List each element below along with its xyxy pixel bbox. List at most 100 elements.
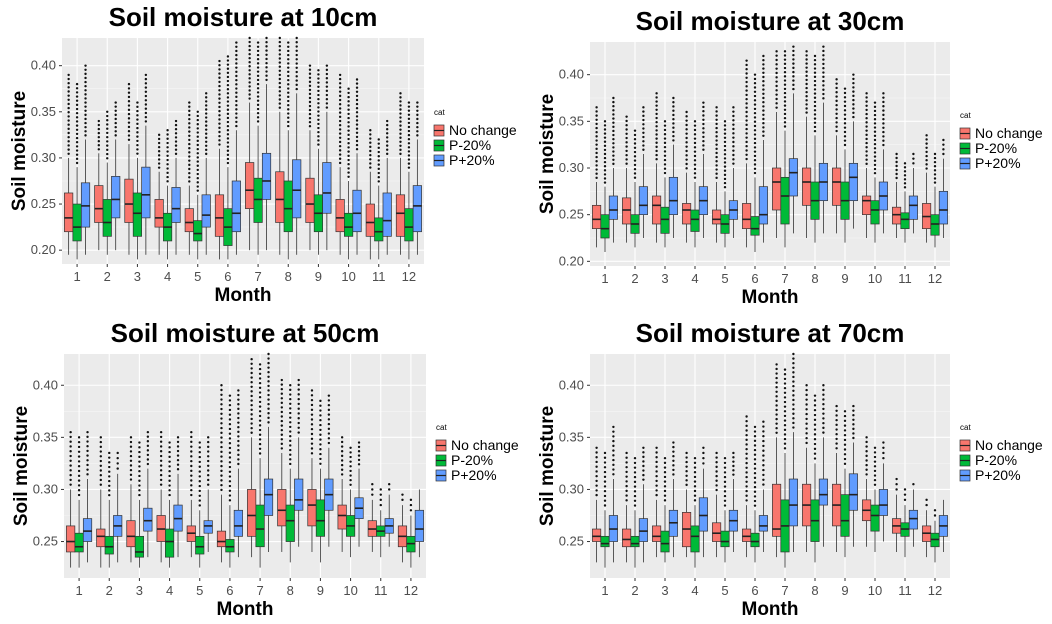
outlier-point bbox=[114, 105, 117, 108]
box-p-20--month-12 bbox=[414, 489, 424, 558]
box-p-20--month-5 bbox=[201, 92, 211, 255]
outlier-point bbox=[775, 367, 778, 371]
box-no-change-month-2 bbox=[622, 451, 632, 563]
box-no-change-month-12 bbox=[397, 493, 408, 563]
outlier-point bbox=[753, 490, 757, 493]
box-no-change-month-1 bbox=[592, 446, 602, 563]
outlier-point bbox=[942, 138, 945, 142]
box-p-20--month-9 bbox=[840, 410, 850, 558]
outlier-point bbox=[138, 479, 141, 482]
outlier-point bbox=[289, 448, 292, 452]
box-no-change-month-12 bbox=[395, 92, 406, 255]
outlier-point bbox=[745, 443, 748, 446]
outlier-point bbox=[685, 128, 688, 131]
outlier-point bbox=[633, 150, 637, 154]
outlier-point bbox=[188, 109, 191, 113]
outlier-point bbox=[732, 469, 735, 472]
outlier-point bbox=[196, 131, 199, 134]
outlier-point bbox=[347, 112, 350, 116]
outlier-point bbox=[206, 464, 210, 467]
outlier-point bbox=[852, 103, 855, 106]
legend-title: cat bbox=[960, 423, 971, 432]
outlier-point bbox=[226, 104, 230, 107]
outlier-point bbox=[835, 404, 838, 408]
outlier-point bbox=[843, 457, 847, 461]
x-tick-label: 10 bbox=[868, 583, 882, 598]
box-p-20--month-4 bbox=[690, 456, 700, 568]
outlier-point bbox=[166, 137, 169, 140]
outlier-point bbox=[672, 96, 675, 100]
y-axis-title: Soil moisture bbox=[9, 91, 30, 211]
outlier-point bbox=[319, 438, 322, 441]
outlier-point bbox=[852, 427, 855, 431]
outlier-point bbox=[655, 145, 658, 149]
outlier-point bbox=[407, 150, 411, 153]
outlier-point bbox=[745, 68, 748, 71]
outlier-point bbox=[865, 445, 868, 448]
x-tick-label: 1 bbox=[73, 269, 80, 284]
box-p-20--month-9 bbox=[315, 399, 325, 563]
outlier-point bbox=[188, 134, 191, 137]
box-p-20--month-3 bbox=[668, 441, 678, 558]
outlier-point bbox=[715, 164, 718, 167]
outlier-point bbox=[67, 131, 70, 135]
outlier-point bbox=[317, 106, 320, 109]
outlier-point bbox=[287, 120, 290, 124]
outlier-point bbox=[672, 450, 675, 453]
outlier-point bbox=[745, 466, 748, 469]
outlier-point bbox=[835, 91, 838, 94]
outlier-point bbox=[308, 92, 312, 96]
outlier-point bbox=[762, 439, 765, 443]
outlier-point bbox=[69, 459, 72, 462]
outlier-point bbox=[308, 72, 312, 75]
outlier-point bbox=[865, 121, 868, 124]
box-body bbox=[412, 185, 422, 233]
outlier-point bbox=[310, 394, 314, 397]
box-no-change-month-6 bbox=[216, 384, 227, 563]
outlier-point bbox=[136, 114, 139, 117]
outlier-point bbox=[753, 141, 757, 145]
outlier-point bbox=[278, 69, 282, 72]
outlier-point bbox=[633, 142, 637, 145]
outlier-point bbox=[371, 488, 374, 491]
outlier-point bbox=[693, 456, 697, 460]
outlier-point bbox=[144, 86, 148, 89]
box-no-change-month-10 bbox=[862, 92, 872, 238]
outlier-point bbox=[865, 125, 868, 128]
outlier-point bbox=[369, 162, 372, 165]
outlier-point bbox=[595, 465, 598, 468]
outlier-point bbox=[84, 134, 87, 137]
outlier-point bbox=[308, 80, 312, 84]
outlier-point bbox=[280, 419, 284, 423]
outlier-point bbox=[805, 74, 808, 78]
outlier-point bbox=[813, 433, 817, 436]
x-tick-label: 2 bbox=[631, 271, 638, 286]
outlier-point bbox=[188, 171, 191, 175]
box-body bbox=[652, 195, 662, 225]
outlier-point bbox=[762, 92, 765, 96]
outlier-point bbox=[99, 440, 103, 444]
outlier-point bbox=[256, 111, 260, 115]
outlier-point bbox=[715, 484, 718, 487]
x-tick-label: 6 bbox=[751, 583, 758, 598]
outlier-point bbox=[595, 110, 598, 113]
outlier-point bbox=[852, 86, 855, 89]
box-body bbox=[780, 176, 790, 225]
outlier-point bbox=[77, 489, 81, 492]
outlier-point bbox=[218, 139, 221, 142]
outlier-point bbox=[595, 176, 598, 180]
box-p-20--month-9 bbox=[322, 64, 332, 251]
box-p-20--month-4 bbox=[171, 119, 181, 255]
outlier-point bbox=[603, 480, 607, 483]
outlier-point bbox=[633, 133, 637, 137]
outlier-point bbox=[603, 136, 607, 139]
outlier-point bbox=[685, 483, 688, 487]
outlier-point bbox=[792, 66, 795, 70]
outlier-point bbox=[783, 66, 787, 70]
outlier-point bbox=[287, 95, 290, 99]
outlier-point bbox=[287, 99, 290, 103]
outlier-point bbox=[196, 181, 199, 184]
outlier-point bbox=[805, 417, 808, 421]
outlier-point bbox=[783, 87, 787, 91]
outlier-point bbox=[86, 468, 89, 471]
